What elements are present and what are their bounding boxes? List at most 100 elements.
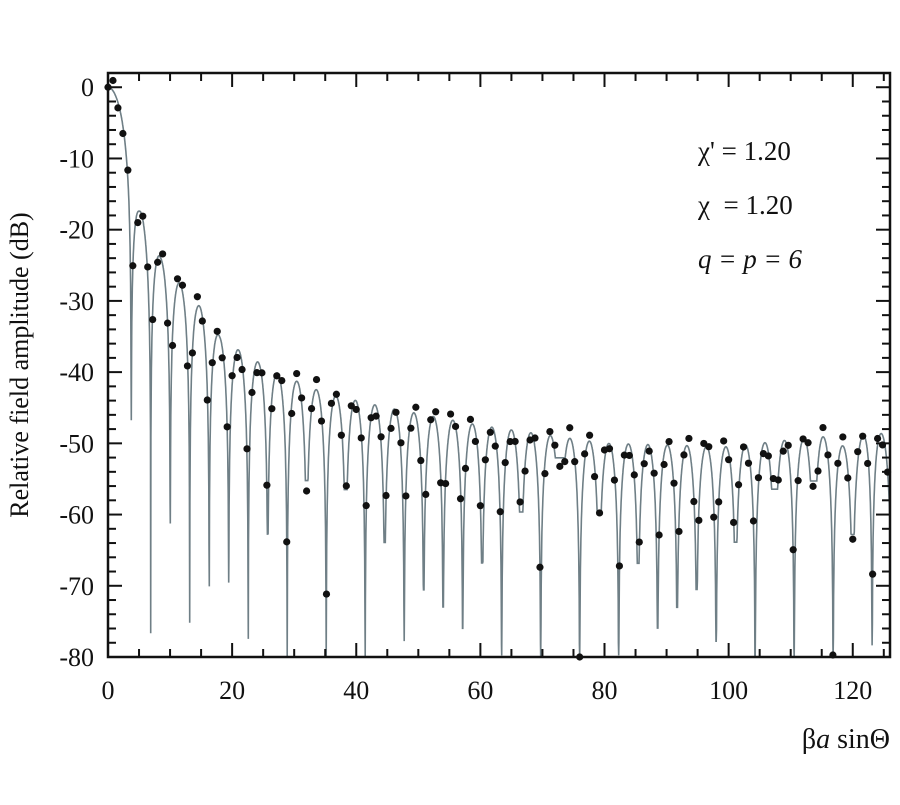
data-point [392, 408, 400, 416]
data-point [446, 410, 455, 418]
y-tick-label: -30 [59, 287, 94, 316]
data-point [228, 372, 236, 380]
y-tick-label: -40 [59, 358, 94, 387]
data-point [531, 434, 539, 442]
data-point [347, 402, 355, 410]
data-point [824, 451, 832, 459]
data-point [451, 422, 460, 431]
data-point [764, 452, 772, 460]
x-axis-label: βa sinΘ [802, 724, 890, 755]
data-point [864, 459, 872, 468]
data-point [854, 448, 862, 456]
data-point [844, 474, 852, 482]
data-point [273, 372, 281, 380]
annotation-qp: q = p = 6 [698, 244, 802, 274]
data-point [819, 423, 827, 432]
y-tick-label: -70 [59, 572, 94, 601]
data-point [352, 405, 360, 414]
data-point [734, 481, 743, 489]
data-point [774, 476, 782, 484]
data-point [322, 590, 331, 598]
data-point [283, 538, 291, 546]
data-point [715, 498, 723, 506]
data-point [685, 434, 693, 443]
data-point [586, 431, 594, 439]
data-point [293, 369, 301, 378]
data-point [432, 408, 440, 416]
x-tick-label: 60 [467, 676, 493, 705]
data-point [476, 502, 484, 510]
data-point [635, 538, 643, 546]
data-point [571, 458, 579, 466]
data-point [650, 469, 658, 477]
data-point [660, 460, 668, 469]
data-point [337, 431, 345, 439]
data-point [630, 471, 638, 479]
data-point [417, 456, 425, 465]
data-point [536, 563, 544, 571]
x-tick-label: 40 [343, 676, 369, 705]
data-point [486, 428, 494, 436]
data-point [144, 263, 152, 271]
data-point [794, 477, 802, 485]
data-point [595, 509, 604, 517]
data-point [789, 546, 797, 554]
data-point [268, 405, 276, 413]
axes: 0 20 40 60 80 100 120 0 -10 -20 -30 -40 -50 -60 -70 -80 [59, 72, 890, 705]
data-point [278, 376, 286, 385]
data-point [307, 404, 316, 413]
data-point [163, 319, 172, 327]
data-point [327, 399, 336, 407]
data-point [397, 439, 405, 447]
data-point [387, 424, 395, 432]
data-point [869, 570, 877, 578]
y-tick-label: -60 [59, 501, 94, 530]
plot-area [104, 76, 892, 661]
data-point [173, 275, 182, 283]
data-point [516, 498, 524, 506]
data-point [213, 327, 221, 335]
data-point [223, 423, 231, 431]
data-point [675, 527, 683, 536]
data-point [645, 447, 653, 455]
data-point [501, 459, 509, 467]
data-point [466, 415, 475, 423]
y-tick-label: -50 [59, 429, 94, 458]
data-point [372, 412, 380, 420]
data-point [481, 456, 489, 464]
data-point [188, 349, 197, 357]
data-point [233, 353, 241, 362]
data-point [109, 76, 117, 85]
data-point [546, 427, 554, 436]
data-point [809, 482, 817, 490]
data-point [258, 369, 266, 377]
data-point [208, 359, 216, 367]
data-point [298, 394, 306, 402]
data-point [159, 250, 167, 258]
data-point [556, 462, 564, 470]
series-line [107, 86, 891, 658]
data-point [799, 435, 807, 443]
data-point [382, 491, 390, 500]
data-point [839, 433, 847, 441]
plot-frame [106, 71, 892, 659]
data-point [317, 417, 326, 425]
data-point [198, 317, 206, 325]
data-point [134, 218, 142, 227]
data-point [203, 396, 211, 404]
data-point [129, 262, 137, 270]
data-point [124, 166, 132, 174]
data-point [680, 451, 688, 459]
data-point [695, 516, 703, 524]
data-point [218, 354, 226, 362]
data-point [442, 479, 450, 488]
y-tick-label: -20 [59, 216, 94, 245]
data-point [119, 129, 127, 138]
data-point [193, 293, 201, 301]
data-point [412, 403, 420, 411]
data-point [422, 490, 430, 498]
data-point [670, 479, 678, 487]
data-point [814, 467, 822, 475]
data-point [615, 562, 624, 570]
